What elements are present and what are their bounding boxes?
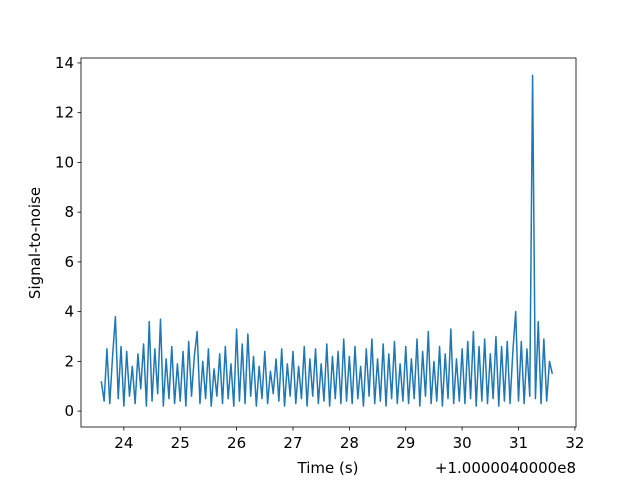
signal-line — [100, 74, 554, 407]
x-offset-label: +1.0000040000e8 — [435, 459, 576, 477]
y-tick-label: 12 — [55, 104, 74, 122]
x-axis-label: Time (s) — [297, 459, 359, 477]
x-tick-label: 31 — [509, 434, 528, 452]
x-tick-label: 30 — [453, 434, 472, 452]
x-tick-label: 32 — [565, 434, 584, 452]
x-tick-label: 27 — [283, 434, 302, 452]
plot-frame — [80, 57, 577, 428]
y-tick-label: 8 — [64, 203, 74, 221]
x-tick-label: 28 — [340, 434, 359, 452]
y-tick-label: 10 — [55, 153, 74, 171]
y-axis-label: Signal-to-noise — [26, 187, 44, 299]
x-tick-label: 29 — [396, 434, 415, 452]
y-tick-label: 0 — [64, 402, 74, 420]
y-tick-label: 2 — [64, 352, 74, 370]
y-tick-label: 14 — [55, 54, 74, 72]
y-tick-label: 4 — [64, 303, 74, 321]
x-tick-label: 26 — [227, 434, 246, 452]
x-tick-label: 24 — [114, 434, 133, 452]
y-tick-label: 6 — [64, 253, 74, 271]
x-tick-label: 25 — [171, 434, 190, 452]
